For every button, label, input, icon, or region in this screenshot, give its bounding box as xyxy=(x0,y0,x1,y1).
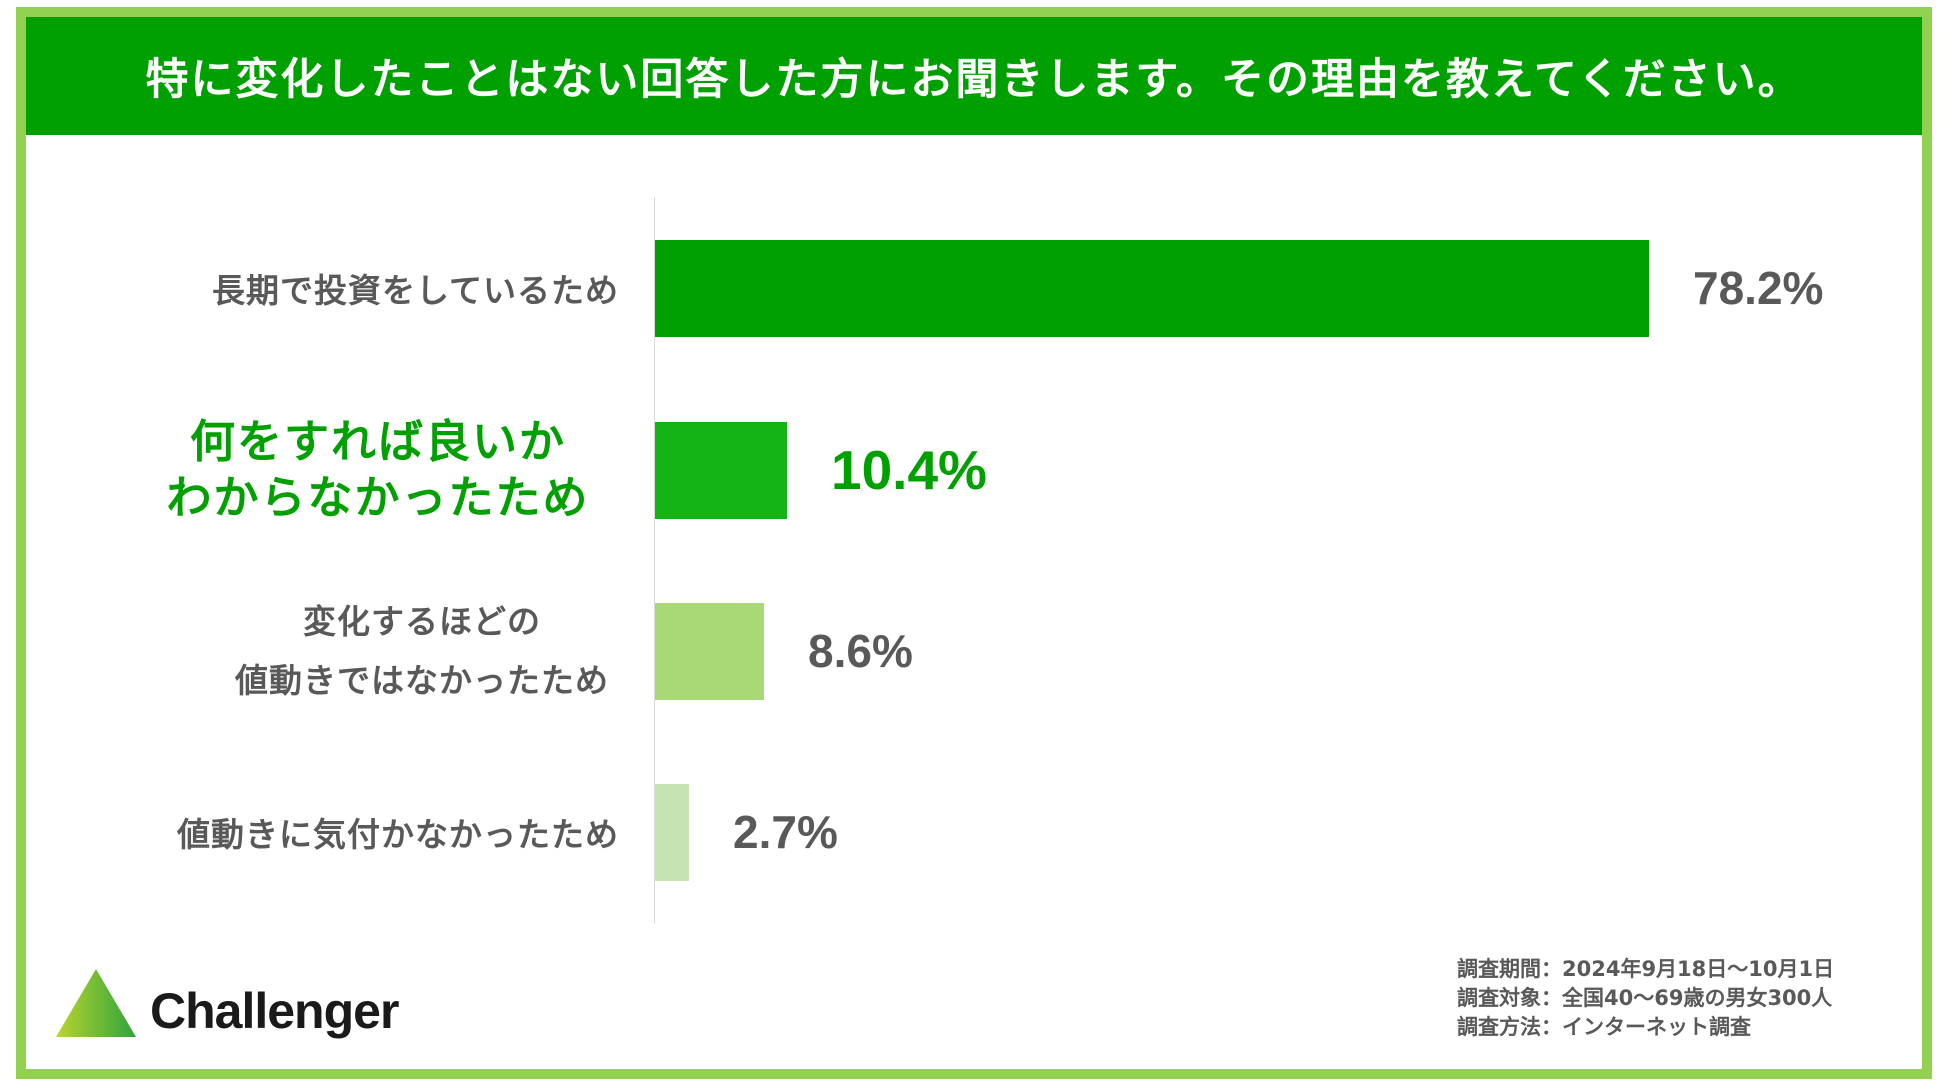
bar-row: 長期で投資をしているため 78.2% xyxy=(0,218,1950,358)
page-frame xyxy=(16,7,1932,1079)
survey-target-note: 調査対象：全国40～69歳の男女300人 xyxy=(1457,986,1833,1010)
value-label: 8.6% xyxy=(808,625,913,677)
header-banner: 特に変化したことはない回答した方にお聞きします。その理由を教えてください。 xyxy=(26,17,1922,135)
bar xyxy=(655,240,1649,337)
bar xyxy=(655,422,787,519)
bar-row: 何をすれば良いか わからなかったため 10.4% xyxy=(0,400,1950,540)
category-axis-line xyxy=(654,197,655,924)
category-label: 変化するほどの 値動きではなかったため xyxy=(235,602,609,700)
page-title: 特に変化したことはない回答した方にお聞きします。その理由を教えてください。 xyxy=(145,55,1803,105)
category-label: 長期で投資をしているため xyxy=(211,271,619,310)
challenger-logo-triangle-icon xyxy=(56,969,136,1037)
bar-row: 変化するほどの 値動きではなかったため 8.6% xyxy=(0,581,1950,721)
value-label: 2.7% xyxy=(733,806,838,858)
survey-method-note: 調査方法：インターネット調査 xyxy=(1457,1015,1751,1039)
logo-wordmark: Challenger xyxy=(150,983,399,1039)
bar xyxy=(655,603,764,700)
value-label: 78.2% xyxy=(1693,262,1824,314)
survey-period-note: 調査期間：2024年9月18日～10月1日 xyxy=(1457,957,1835,981)
category-label: 何をすれば良いか わからなかったため xyxy=(166,415,590,524)
value-label: 10.4% xyxy=(831,439,987,501)
bar-row: 値動きに気付かなかったため 2.7% xyxy=(0,762,1950,902)
bar xyxy=(655,784,689,881)
survey-notes: 調査期間：2024年9月18日～10月1日 調査対象：全国40～69歳の男女30… xyxy=(1457,955,1834,1042)
category-label: 値動きに気付かなかったため xyxy=(177,815,619,854)
